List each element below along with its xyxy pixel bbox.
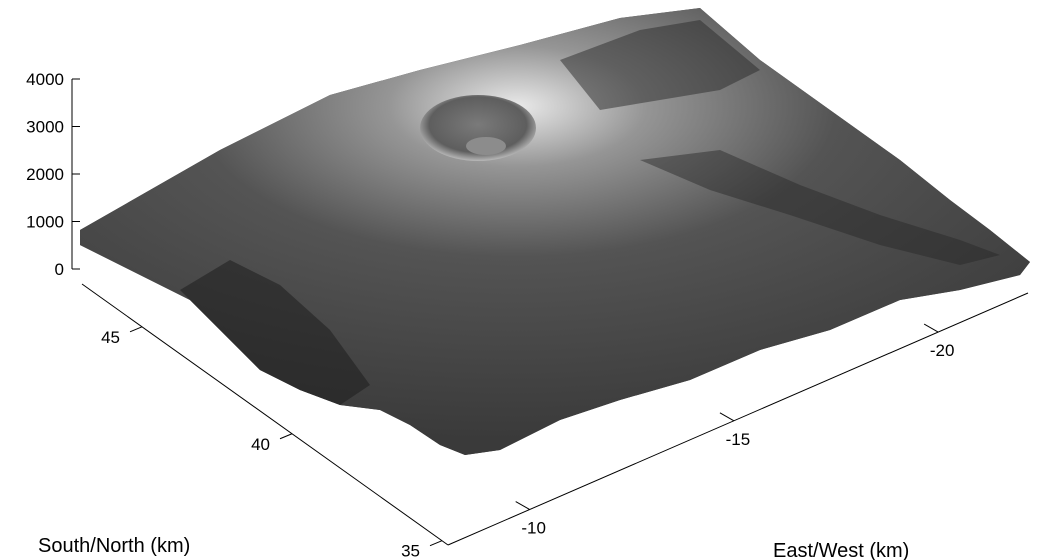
x-axis-line [447,292,1029,546]
crater [420,95,536,161]
x-tick-label: -15 [726,430,751,449]
y-ticks: 35 40 45 [101,326,443,560]
x-tick-label: -10 [521,519,546,538]
y-tick-label: 35 [401,542,420,560]
y-axis-title: South/North (km) [38,535,190,557]
axes: 0 1000 2000 3000 4000 35 40 45 -10 -15 -20 South… [26,70,1029,560]
crater-dome [466,137,506,155]
ridge-left-shadow [180,260,370,405]
x-ticks: -10 -15 -20 [515,323,955,538]
z-tick-label: 3000 [26,118,64,137]
y-tick-mark [129,326,143,333]
y-tick-mark [429,540,443,547]
x-tick-mark [719,412,735,422]
z-tick-label: 4000 [26,70,64,89]
terrain-surface [80,8,1030,455]
z-tick-label: 0 [55,260,64,279]
z-ticks: 0 1000 2000 3000 4000 [26,70,80,279]
y-tick-label: 40 [251,435,270,454]
x-tick-mark [923,323,939,333]
y-axis-line [81,283,449,546]
z-tick-label: 2000 [26,165,64,184]
upper-ridge-shadow [560,20,760,110]
y-tick-label: 45 [101,328,120,347]
z-tick-label: 1000 [26,213,64,232]
ridge-right-shadow [640,150,1000,265]
x-axis-title: East/West (km) [773,540,909,560]
x-tick-mark [515,501,530,510]
y-tick-mark [279,433,293,440]
x-tick-label: -20 [930,341,955,360]
